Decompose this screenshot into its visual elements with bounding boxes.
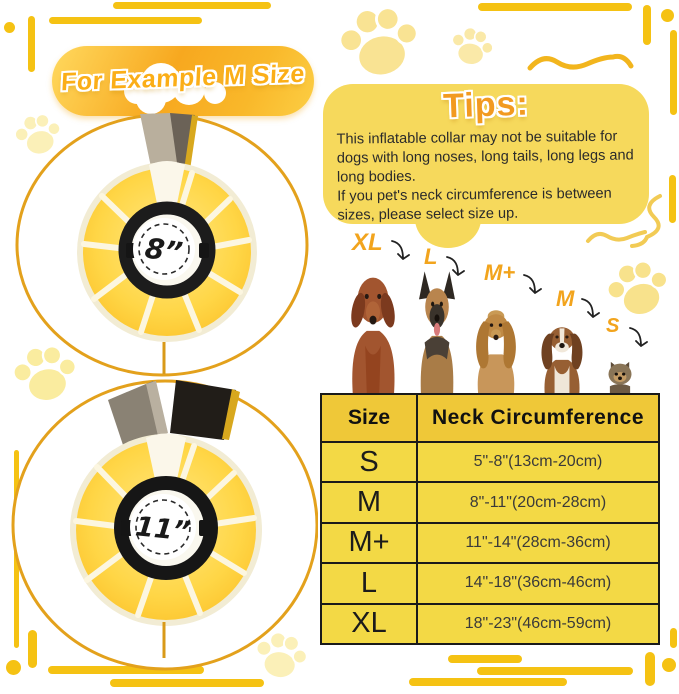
squiggle-icon: [586, 230, 647, 243]
decor-bar: [110, 679, 264, 687]
paw-icon: [447, 21, 498, 72]
decor-bar: [669, 175, 676, 223]
decor-bar: [670, 628, 677, 648]
decor-dot: [4, 22, 15, 33]
table-header-circumference: Neck Circumference: [418, 395, 658, 441]
tips-title: Tips:: [442, 84, 530, 126]
arrow-icon: [629, 327, 648, 347]
decor-bar: [477, 667, 633, 675]
dog-photo-m-plus: [476, 310, 516, 393]
cloud-decoration: [124, 78, 150, 104]
size-badge-11: 11”: [134, 511, 192, 548]
arrow-icon: [581, 298, 600, 318]
dog-label-xl: XL: [352, 229, 383, 256]
decor-bar: [49, 17, 202, 24]
page-title: For Example M Size: [60, 59, 306, 97]
paw-icon: [330, 0, 427, 90]
dog-label-m-plus: M+: [484, 260, 516, 285]
dog-photo-m: [541, 327, 583, 393]
decor-bar: [448, 655, 522, 663]
title-banner: For Example M Size: [52, 46, 314, 164]
decor-bar: [28, 16, 35, 72]
dog-photo-l: [419, 271, 455, 393]
dog-photo-xl: [351, 277, 395, 393]
squiggle-icon: [630, 194, 662, 248]
table-row-size: S: [322, 441, 418, 482]
cloud-decoration: [284, 142, 306, 164]
squiggle-icon: [527, 53, 634, 71]
decor-dot: [6, 660, 21, 675]
arrow-icon: [391, 240, 410, 260]
decor-bar: [48, 666, 204, 674]
tips-text: This inflatable collar may not be suitab…: [336, 128, 634, 224]
table-row-circumference: 18"-23"(46cm-59cm): [418, 602, 658, 643]
table-row-size: XL: [322, 602, 418, 643]
decor-bar: [645, 652, 655, 686]
table-row-circumference: 14"-18"(36cm-46cm): [418, 562, 658, 603]
tips-bubble: Tips: This inflatable collar may not be …: [323, 84, 649, 248]
decor-bar: [670, 30, 677, 115]
size-badge-8: 8”: [143, 232, 185, 270]
dog-label-s: S: [606, 315, 620, 337]
decor-bar: [643, 5, 651, 45]
table-row-circumference: 11"-14"(28cm-36cm): [418, 521, 658, 563]
dog-photo-s: [608, 361, 632, 393]
decor-bar: [113, 2, 271, 9]
table-row-circumference: 5"-8"(13cm-20cm): [418, 441, 658, 482]
dog-label-l: L: [424, 244, 438, 269]
table-row-size: L: [322, 562, 418, 603]
arrow-icon: [523, 274, 542, 294]
table-row-size: M+: [322, 521, 418, 563]
table-row-size: M: [322, 481, 418, 522]
decor-bar: [409, 678, 567, 686]
table-row-circumference: 8"-11"(20cm-28cm): [418, 481, 658, 522]
collar-photo-8-inch: 8”: [15, 113, 309, 377]
decor-bar: [28, 630, 37, 668]
table-header-size: Size: [322, 395, 418, 441]
decor-dot: [661, 9, 674, 22]
decor-dot: [662, 658, 676, 672]
collar-photo-11-inch: 11”: [11, 379, 318, 671]
decor-bar: [478, 3, 632, 11]
dog-label-m: M: [556, 286, 575, 311]
arrow-icon: [446, 256, 465, 276]
size-table: Size Neck Circumference S 5"-8"(13cm-20c…: [320, 393, 660, 645]
